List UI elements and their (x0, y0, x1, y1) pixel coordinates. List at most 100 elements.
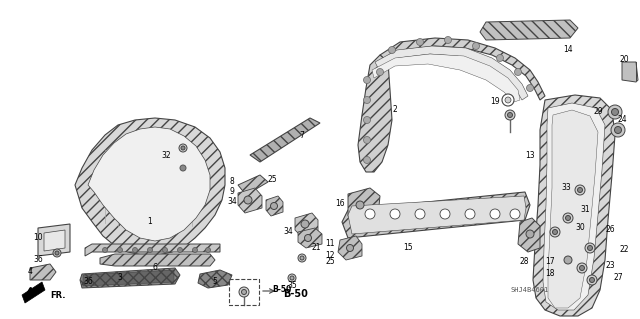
Circle shape (589, 278, 595, 283)
Circle shape (55, 251, 59, 255)
Circle shape (552, 229, 557, 234)
Text: 12: 12 (325, 250, 335, 259)
Text: 22: 22 (620, 246, 628, 255)
Text: FR.: FR. (50, 291, 65, 300)
Polygon shape (555, 242, 582, 282)
Circle shape (364, 97, 371, 103)
Polygon shape (250, 118, 320, 162)
Circle shape (564, 256, 572, 264)
Polygon shape (238, 175, 268, 195)
Polygon shape (44, 230, 65, 251)
Polygon shape (298, 228, 322, 248)
Text: 28: 28 (519, 257, 529, 266)
Circle shape (364, 157, 371, 164)
Circle shape (305, 234, 312, 241)
Circle shape (53, 249, 61, 257)
Text: 24: 24 (617, 115, 627, 124)
Polygon shape (380, 38, 545, 100)
Polygon shape (622, 62, 638, 82)
Circle shape (106, 278, 110, 282)
Text: 13: 13 (525, 151, 535, 160)
Circle shape (577, 188, 582, 192)
Circle shape (301, 220, 309, 228)
Circle shape (585, 243, 595, 253)
Polygon shape (518, 218, 540, 252)
Circle shape (588, 246, 593, 250)
Circle shape (608, 105, 622, 119)
Circle shape (440, 209, 450, 219)
Polygon shape (348, 196, 526, 234)
Circle shape (271, 203, 278, 210)
Polygon shape (80, 268, 180, 288)
Text: 27: 27 (613, 273, 623, 283)
Text: 31: 31 (580, 205, 590, 214)
Text: B-50: B-50 (283, 289, 308, 299)
Circle shape (526, 230, 534, 238)
Circle shape (577, 263, 587, 273)
Circle shape (497, 55, 504, 62)
Polygon shape (30, 264, 56, 280)
Circle shape (566, 216, 570, 220)
Circle shape (376, 69, 383, 76)
Text: 14: 14 (563, 46, 573, 55)
Polygon shape (22, 282, 45, 303)
Circle shape (163, 248, 168, 253)
Polygon shape (342, 192, 530, 238)
Circle shape (579, 265, 584, 271)
Circle shape (102, 248, 108, 253)
Circle shape (415, 209, 425, 219)
Text: 25: 25 (267, 175, 277, 184)
Text: 32: 32 (161, 151, 171, 160)
Circle shape (388, 47, 396, 54)
Polygon shape (266, 196, 283, 216)
Text: 30: 30 (575, 224, 585, 233)
Circle shape (290, 276, 294, 280)
Circle shape (550, 227, 560, 237)
Circle shape (177, 248, 182, 253)
Text: 17: 17 (545, 257, 555, 266)
Circle shape (587, 275, 597, 285)
Circle shape (611, 123, 625, 137)
Text: 4: 4 (28, 268, 33, 277)
Polygon shape (372, 54, 520, 102)
Text: B-50: B-50 (273, 286, 292, 294)
Text: 16: 16 (335, 199, 345, 209)
Circle shape (527, 85, 534, 92)
Text: 3: 3 (118, 273, 122, 283)
Polygon shape (198, 270, 232, 288)
Polygon shape (238, 188, 262, 213)
Polygon shape (533, 95, 615, 316)
Circle shape (611, 108, 618, 115)
Circle shape (239, 287, 249, 297)
Polygon shape (38, 224, 70, 256)
Polygon shape (375, 46, 528, 100)
Circle shape (300, 256, 304, 260)
Circle shape (505, 110, 515, 120)
Polygon shape (548, 110, 598, 308)
Circle shape (472, 42, 479, 49)
Circle shape (193, 248, 198, 253)
Text: 7: 7 (300, 130, 305, 139)
Text: 2: 2 (392, 106, 397, 115)
Circle shape (510, 209, 520, 219)
Polygon shape (88, 127, 210, 241)
Text: 23: 23 (605, 261, 615, 270)
Polygon shape (338, 236, 362, 260)
Text: 15: 15 (403, 243, 413, 253)
Circle shape (181, 146, 185, 150)
Text: 1: 1 (148, 218, 152, 226)
Text: 26: 26 (605, 226, 615, 234)
Text: 10: 10 (33, 234, 43, 242)
Circle shape (298, 254, 306, 262)
Polygon shape (295, 213, 318, 237)
Polygon shape (480, 20, 578, 40)
Circle shape (147, 248, 152, 253)
Polygon shape (100, 254, 215, 266)
Polygon shape (83, 270, 174, 286)
Polygon shape (348, 188, 380, 222)
Circle shape (288, 274, 296, 282)
Circle shape (132, 248, 138, 253)
Text: 5: 5 (212, 278, 218, 286)
Text: 36: 36 (33, 256, 43, 264)
Text: 9: 9 (230, 188, 234, 197)
